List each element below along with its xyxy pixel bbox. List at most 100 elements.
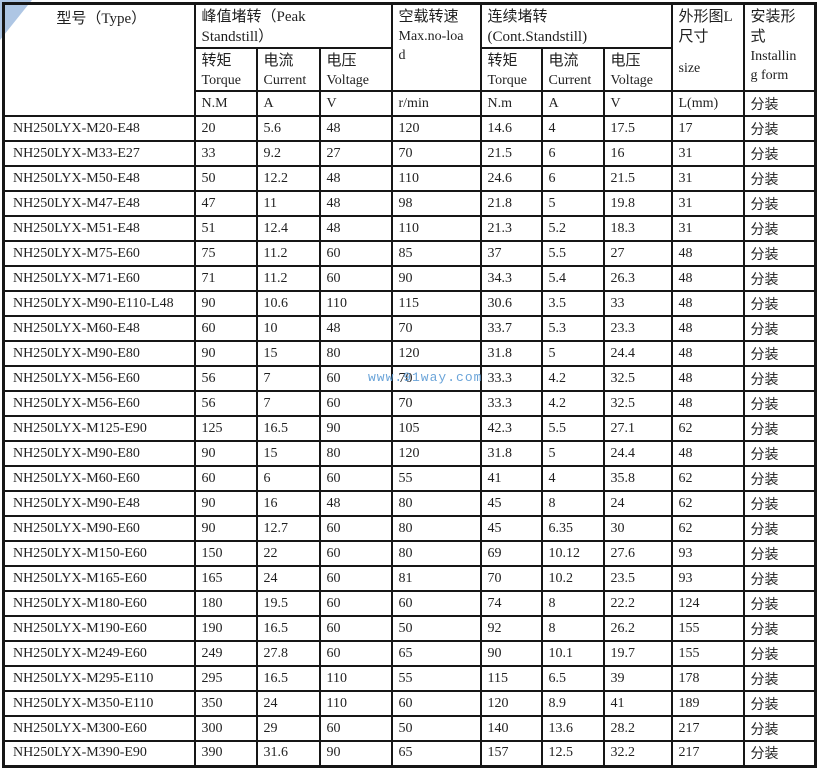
- cell-max-no-load: 80: [390, 515, 482, 542]
- header-outline-size-en: size: [678, 61, 701, 76]
- cell-cont-torque: 74: [479, 590, 543, 617]
- table-row: NH250LYX-M125-E90 125 16.5 90 105 42.3 5.5 27.1…: [2, 415, 817, 442]
- cell-peak-voltage: 60: [318, 240, 393, 267]
- cell-cont-current: 3.5: [540, 290, 605, 317]
- header-cont-voltage-cn: 电压: [610, 53, 641, 69]
- cell-size: 217: [670, 740, 745, 767]
- cell-cont-current: 8: [540, 590, 605, 617]
- cell-peak-voltage: 60: [318, 590, 393, 617]
- table-row: NH250LYX-M51-E48 51 12.4 48 110 21.3 5.2 18.3 31…: [2, 215, 817, 242]
- cell-installing-form: 分装: [742, 665, 817, 692]
- cell-cont-voltage: 28.2: [602, 715, 673, 742]
- cell-size: 124: [670, 590, 745, 617]
- cell-cont-torque: 70: [479, 565, 543, 592]
- cell-cont-torque: 37: [479, 240, 543, 267]
- cell-cont-torque: 157: [479, 740, 543, 767]
- cell-cont-voltage: 27.6: [602, 540, 673, 567]
- cell-peak-torque: 390: [193, 740, 258, 767]
- cell-model: NH250LYX-M125-E90: [2, 415, 196, 442]
- cell-cont-current: 13.6: [540, 715, 605, 742]
- cell-cont-current: 6: [540, 140, 605, 167]
- cell-peak-voltage: 48: [318, 315, 393, 342]
- cell-peak-current: 16.5: [255, 415, 321, 442]
- unit-peak-voltage: V: [318, 90, 393, 117]
- cell-peak-voltage: 48: [318, 490, 393, 517]
- cell-max-no-load: 115: [390, 290, 482, 317]
- cell-peak-torque: 90: [193, 515, 258, 542]
- table-row: NH250LYX-M90-E80 90 15 80 120 31.8 5 24.4 48 分装: [2, 440, 817, 467]
- cell-peak-current: 12.7: [255, 515, 321, 542]
- cell-peak-current: 12.2: [255, 165, 321, 192]
- cell-installing-form: 分装: [742, 340, 817, 367]
- cell-size: 62: [670, 490, 745, 517]
- cell-peak-torque: 47: [193, 190, 258, 217]
- cell-installing-form: 分装: [742, 415, 817, 442]
- cell-peak-current: 31.6: [255, 740, 321, 767]
- cell-max-no-load: 80: [390, 490, 482, 517]
- cell-model: NH250LYX-M295-E110: [2, 665, 196, 692]
- cell-peak-torque: 90: [193, 490, 258, 517]
- cell-cont-current: 4.2: [540, 390, 605, 417]
- cell-model: NH250LYX-M60-E60: [2, 465, 196, 492]
- cell-cont-voltage: 27: [602, 240, 673, 267]
- cell-installing-form: 分装: [742, 490, 817, 517]
- cell-installing-form: 分装: [742, 190, 817, 217]
- cell-cont-current: 10.2: [540, 565, 605, 592]
- header-peak-torque-cn: 转矩: [201, 53, 232, 69]
- header-row-groups: 型号（Type） 峰值堵转（Peak Standstill） 空载转速 Max.…: [2, 2, 817, 117]
- cell-cont-torque: 24.6: [479, 165, 543, 192]
- cell-size: 217: [670, 715, 745, 742]
- table-row: NH250LYX-M20-E48 20 5.6 48 120 14.6 4 17.5 17 分装: [2, 115, 817, 142]
- cell-peak-current: 27.8: [255, 640, 321, 667]
- cell-peak-voltage: 110: [318, 290, 393, 317]
- cell-peak-torque: 60: [193, 465, 258, 492]
- cell-size: 31: [670, 165, 745, 192]
- table-row: NH250LYX-M390-E90 390 31.6 90 65 157 12.5 32.2 2…: [2, 740, 817, 767]
- header-outline-size: 外形图L尺寸 size: [670, 2, 745, 92]
- header-peak-torque: 转矩 Torque: [193, 47, 258, 92]
- cell-cont-voltage: 33: [602, 290, 673, 317]
- cell-peak-voltage: 110: [318, 665, 393, 692]
- cell-peak-torque: 90: [193, 290, 258, 317]
- cell-peak-voltage: 48: [318, 115, 393, 142]
- cell-installing-form: 分装: [742, 590, 817, 617]
- cell-peak-torque: 71: [193, 265, 258, 292]
- cell-peak-voltage: 80: [318, 440, 393, 467]
- cell-cont-voltage: 32.2: [602, 740, 673, 767]
- cell-cont-voltage: 22.2: [602, 590, 673, 617]
- cell-peak-voltage: 90: [318, 415, 393, 442]
- cell-cont-torque: 120: [479, 690, 543, 717]
- header-max-no-load: 空载转速 Max.no-load: [390, 2, 482, 92]
- header-cont-torque: 转矩 Torque: [479, 47, 543, 92]
- cell-peak-torque: 60: [193, 315, 258, 342]
- cell-peak-torque: 75: [193, 240, 258, 267]
- cell-size: 155: [670, 615, 745, 642]
- cell-model: NH250LYX-M60-E48: [2, 315, 196, 342]
- unit-peak-current: A: [255, 90, 321, 117]
- cell-max-no-load: 70: [390, 365, 482, 392]
- cell-cont-voltage: 19.8: [602, 190, 673, 217]
- cell-peak-voltage: 60: [318, 390, 393, 417]
- cell-installing-form: 分装: [742, 715, 817, 742]
- cell-cont-torque: 33.7: [479, 315, 543, 342]
- table-row: NH250LYX-M50-E48 50 12.2 48 110 24.6 6 21.5 31 分装: [2, 165, 817, 192]
- cell-model: NH250LYX-M90-E80: [2, 340, 196, 367]
- cell-peak-current: 22: [255, 540, 321, 567]
- cell-model: NH250LYX-M165-E60: [2, 565, 196, 592]
- cell-peak-torque: 300: [193, 715, 258, 742]
- cell-model: NH250LYX-M71-E60: [2, 265, 196, 292]
- header-cont-torque-en: Torque: [487, 73, 527, 88]
- cell-model: NH250LYX-M33-E27: [2, 140, 196, 167]
- cell-cont-torque: 69: [479, 540, 543, 567]
- table-row: NH250LYX-M56-E60 56 7 60 70 33.3 4.2 32.5 48 分装: [2, 390, 817, 417]
- cell-max-no-load: 120: [390, 115, 482, 142]
- header-installing-form: 安装形式 Installing form: [742, 2, 817, 92]
- cell-peak-voltage: 48: [318, 215, 393, 242]
- cell-cont-voltage: 18.3: [602, 215, 673, 242]
- cell-peak-current: 11.2: [255, 265, 321, 292]
- cell-cont-current: 6: [540, 165, 605, 192]
- cell-peak-voltage: 48: [318, 165, 393, 192]
- cell-cont-torque: 21.5: [479, 140, 543, 167]
- cell-peak-voltage: 60: [318, 715, 393, 742]
